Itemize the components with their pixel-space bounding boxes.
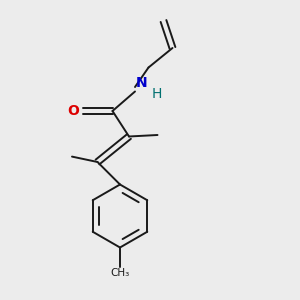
Text: N: N <box>136 76 148 90</box>
Text: CH₃: CH₃ <box>110 268 130 278</box>
Text: O: O <box>67 104 79 118</box>
Text: H: H <box>152 88 162 101</box>
